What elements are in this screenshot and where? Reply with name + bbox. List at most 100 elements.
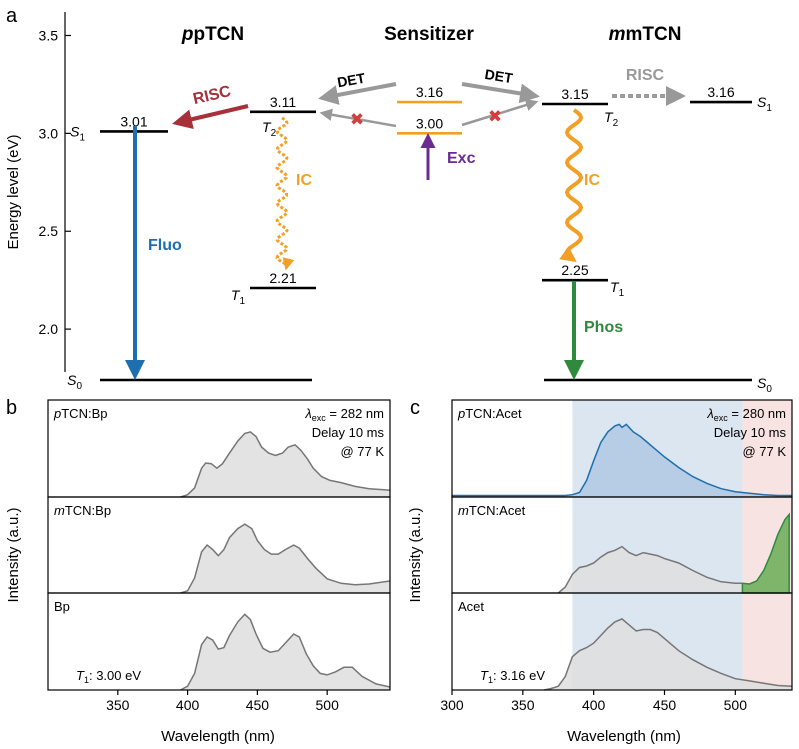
energy-levels: 3.01S13.11T22.21T13.163.003.15T23.16S12.… — [67, 84, 772, 395]
x-tick-label: 500 — [316, 697, 340, 713]
excitation-value: = 280 nm — [728, 406, 786, 421]
det-left-label: DET — [336, 70, 367, 91]
spectrum-line-0 — [180, 431, 391, 498]
state-subscript: 1 — [619, 288, 625, 299]
x-tick-label: 450 — [653, 697, 677, 713]
det-right-arrow — [461, 82, 540, 104]
panel-c: c Intensity (a.u.) Wavelength (nm) pTCN:… — [407, 397, 793, 745]
x-tick-label: 350 — [511, 697, 535, 713]
t1-value: : 3.00 eV — [89, 668, 141, 683]
sample-label-name: TCN:Acet — [465, 406, 522, 421]
panel-c-label: c — [410, 397, 420, 419]
blocked-right-cross-icon: ✖ — [488, 107, 502, 126]
excitation-annotation: λexc = 282 nm — [304, 406, 384, 423]
state-subscript: 1 — [79, 132, 85, 143]
y-tick-label: 3.0 — [39, 125, 59, 141]
spectrum-line-2 — [180, 613, 391, 691]
state-label-mT1: T1 — [610, 279, 625, 299]
sample-label-prefix: m — [458, 503, 469, 518]
panel-a-y-axis-label: Energy level (eV) — [5, 134, 22, 249]
delay-annotation: Delay 10 ms — [312, 425, 385, 440]
spectrum-fill-2 — [544, 618, 792, 690]
excitation-annotation: λexc = 280 nm — [706, 406, 786, 423]
level-value-mT1: 2.25 — [561, 262, 588, 278]
state-symbol: T — [262, 119, 272, 135]
header-mtcn: mmTCN — [609, 24, 682, 45]
subplot-frame-2 — [451, 592, 793, 691]
sample-label-prefix: m — [54, 503, 65, 518]
state-symbol: S — [70, 123, 80, 139]
t1-label-2: T1: 3.16 eV — [480, 668, 545, 685]
lambda-subscript: exc — [312, 413, 327, 423]
level-value-mS1: 3.16 — [707, 84, 734, 100]
t1-value: : 3.16 eV — [493, 668, 545, 683]
sample-label-name: Acet — [458, 599, 484, 614]
state-subscript: 2 — [613, 118, 619, 129]
sample-label-prefix: p — [457, 406, 465, 421]
sample-label-2: Bp — [54, 599, 70, 614]
blocked-left-arrow — [319, 108, 397, 128]
spectrum-line-1 — [180, 523, 391, 594]
state-subscript: 2 — [271, 128, 277, 139]
level-value-pS1: 3.01 — [120, 113, 147, 129]
lambda-symbol: λ — [706, 406, 713, 421]
state-symbol: T — [231, 287, 241, 303]
risc-left-label: RISC — [191, 83, 233, 108]
level-value-mT2: 3.15 — [561, 86, 588, 102]
level-value-sensT: 3.16 — [416, 84, 443, 100]
state-subscript: 0 — [76, 381, 82, 392]
level-value-pT1: 2.21 — [269, 270, 296, 286]
state-subscript: 1 — [239, 296, 245, 307]
state-label-pT1: T1 — [231, 287, 246, 307]
sample-label-1: mTCN:Acet — [458, 503, 526, 518]
panel-a-label: a — [6, 5, 18, 27]
spectrum-fill-1 — [180, 524, 390, 593]
phos-label: Phos — [584, 319, 623, 336]
header-ptcn-prefix: p — [181, 24, 194, 45]
panel-b-y-axis-label: Intensity (a.u.) — [5, 507, 22, 602]
state-label-mS1: S1 — [757, 94, 772, 114]
spectrum-fill-2 — [180, 614, 390, 690]
state-subscript: 0 — [766, 384, 772, 395]
blocked-right-arrow — [461, 98, 539, 127]
temperature-annotation: @ 77 K — [742, 444, 786, 459]
panel-b: b Intensity (a.u.) Wavelength (nm) pTCN:… — [5, 397, 391, 745]
state-symbol: S — [67, 372, 77, 388]
level-value-sensS: 3.00 — [416, 115, 443, 131]
ic-left-arrow — [275, 116, 295, 271]
spectrum-line-2 — [543, 618, 793, 691]
sample-label-name: TCN:Bp — [65, 503, 111, 518]
panel-a-y-ticks: 2.0 2.5 3.0 3.5 — [39, 27, 71, 337]
sample-label-0: pTCN:Acet — [457, 406, 522, 421]
spectrum-fill-0 — [452, 424, 792, 497]
spectrum-line-0 — [451, 423, 792, 497]
state-symbol: S — [757, 375, 767, 391]
sample-label-name: TCN:Acet — [469, 503, 526, 518]
ic-right-label: IC — [584, 172, 600, 189]
panel-a: a 2.0 2.5 3.0 3.5 Energy level (eV) ppTCN S… — [5, 5, 772, 395]
ic-right-arrow — [559, 108, 584, 263]
state-symbol: T — [610, 279, 620, 295]
state-symbol: S — [757, 94, 767, 110]
spectrum-fill-1 — [558, 546, 743, 593]
delay-annotation: Delay 10 ms — [714, 425, 787, 440]
state-subscript: 1 — [766, 103, 772, 114]
fluo-label: Fluo — [148, 237, 182, 254]
level-value-pT2: 3.11 — [270, 94, 296, 110]
sample-label-2: Acet — [458, 599, 484, 614]
state-label-pT2: T2 — [262, 119, 277, 139]
blocked-left-cross-icon: ✖ — [350, 110, 364, 129]
risc-left-arrow — [172, 104, 249, 130]
panel-c-y-axis-label: Intensity (a.u.) — [407, 507, 424, 602]
state-label-pS1: S1 — [70, 123, 85, 143]
phosphorescence-fill — [741, 512, 790, 594]
sample-label-1: mTCN:Bp — [54, 503, 111, 518]
t1-symbol: T — [480, 668, 489, 683]
state-label-mT2: T2 — [604, 109, 619, 129]
sample-label-0: pTCN:Bp — [53, 406, 107, 421]
y-tick-label: 2.5 — [39, 223, 59, 239]
